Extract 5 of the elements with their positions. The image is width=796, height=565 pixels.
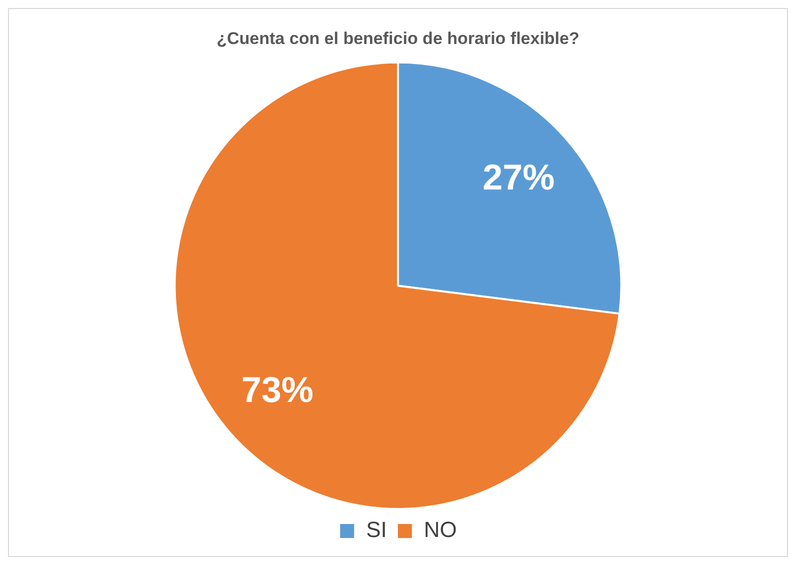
legend-label: SI	[366, 517, 387, 542]
chart-title: ¿Cuenta con el beneficio de horario flexible?	[216, 28, 580, 48]
legend-label: NO	[424, 517, 457, 542]
data-label: 27%	[482, 156, 555, 198]
data-label: 73%	[241, 368, 314, 410]
